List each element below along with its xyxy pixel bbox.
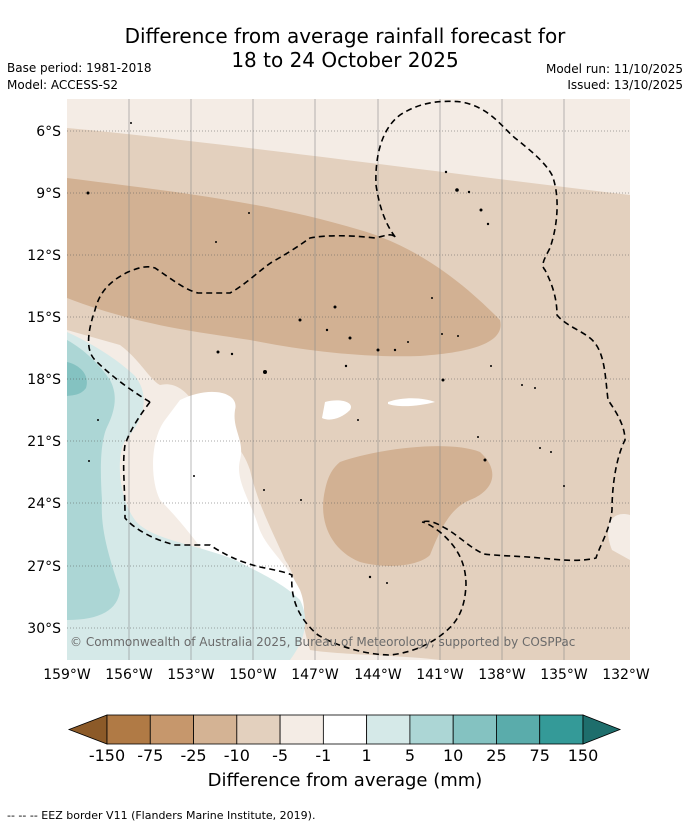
- colorbar-tick-label: -75: [137, 746, 163, 765]
- lon-label: 150°W: [229, 667, 277, 683]
- colorbar-tick-label: -10: [224, 746, 250, 765]
- map-title-line2: 18 to 24 October 2025: [231, 48, 459, 72]
- colorbar-arrow-low: [67, 714, 108, 745]
- lat-label: 18°S: [27, 372, 61, 388]
- lat-label: 30°S: [27, 621, 61, 637]
- lon-label: 144°W: [354, 667, 402, 683]
- eez-legend-footnote: -- -- -- EEZ border V11 (Flanders Marine…: [7, 809, 316, 822]
- colorbar-segment: [149, 714, 194, 745]
- colorbar-label: Difference from average (mm): [207, 770, 483, 791]
- latitude-labels: 6°S 9°S 12°S 15°S 18°S 21°S 24°S 27°S 30…: [27, 124, 61, 637]
- colorbar-tick-label: -1: [315, 746, 331, 765]
- colorbar-segment: [366, 714, 411, 745]
- model-run-date: Model run: 11/10/2025: [545, 62, 683, 76]
- contour-minus10-south: [323, 446, 493, 566]
- lat-label: 27°S: [27, 559, 61, 575]
- colorbar-segment: [322, 714, 368, 745]
- near-zero-patch-2: [388, 398, 435, 407]
- contour-plus5-region: [67, 340, 120, 620]
- lon-label: 138°W: [478, 667, 526, 683]
- contour-minus10-region: [67, 178, 501, 357]
- colorbar-tick-label: 10: [443, 746, 463, 765]
- colorbar-segment: [496, 714, 541, 745]
- colorbar-tick-label: -150: [89, 746, 125, 765]
- colorbar-segment: [193, 714, 238, 745]
- colorbar-segment: [236, 714, 281, 745]
- lat-label: 6°S: [36, 124, 61, 140]
- lon-label: 159°W: [43, 667, 91, 683]
- lon-label: 135°W: [540, 667, 588, 683]
- issued-date: Issued: 13/10/2025: [567, 78, 683, 92]
- meridian-lines: [128, 99, 565, 660]
- colorbar-tick-label: 5: [405, 746, 415, 765]
- lon-label: 141°W: [416, 667, 464, 683]
- colorbar-segment: [279, 714, 324, 745]
- lat-label: 21°S: [27, 434, 61, 450]
- colorbar-tick-label: -5: [272, 746, 288, 765]
- lat-label: 15°S: [27, 310, 61, 326]
- colorbar-tick-label: 75: [530, 746, 550, 765]
- lon-label: 132°W: [602, 667, 650, 683]
- lat-label: 24°S: [27, 496, 61, 512]
- colorbar-tick-label: 1: [362, 746, 372, 765]
- copyright-credit: © Commonwealth of Australia 2025, Bureau…: [70, 635, 576, 649]
- lat-label: 9°S: [36, 186, 61, 202]
- colorbar-arrow-high: [582, 714, 622, 745]
- eez-borders: [87, 100, 626, 656]
- longitude-labels: 159°W 156°W 153°W 150°W 147°W 144°W 141°…: [43, 667, 650, 683]
- colorbar-segment: [106, 714, 151, 745]
- colorbar-tick-label: 150: [568, 746, 599, 765]
- colorbar-segment: [409, 714, 454, 745]
- near-zero-patch: [322, 400, 351, 420]
- lon-label: 153°W: [167, 667, 215, 683]
- eez-cook-islands: [122, 401, 467, 656]
- colorbar-tick-label: 25: [486, 746, 506, 765]
- map-title-line1: Difference from average rainfall forecas…: [124, 24, 566, 48]
- grid-lines: [67, 130, 630, 629]
- lon-label: 156°W: [105, 667, 153, 683]
- colorbar-segment: [452, 714, 497, 745]
- colorbar-segment: [539, 714, 584, 745]
- island-outlines: [86, 122, 565, 584]
- base-period: Base period: 1981-2018: [7, 61, 152, 75]
- eez-french-polynesia: [87, 100, 626, 562]
- map-fill-layers: [67, 99, 630, 660]
- colorbar: [67, 714, 622, 745]
- colorbar-tick-labels: -150 -75 -25 -10 -5 -1 1 5 10 25 75 150: [89, 746, 598, 765]
- lat-label: 12°S: [27, 248, 61, 264]
- contour-plus1-region: [67, 332, 306, 660]
- model-name: Model: ACCESS-S2: [7, 78, 119, 92]
- lon-label: 147°W: [291, 667, 339, 683]
- colorbar-tick-label: -25: [180, 746, 206, 765]
